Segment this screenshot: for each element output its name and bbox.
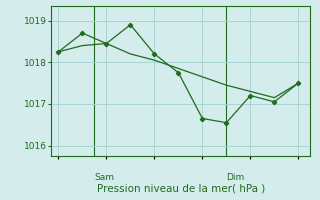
Text: Dim: Dim (227, 173, 245, 182)
X-axis label: Pression niveau de la mer( hPa ): Pression niveau de la mer( hPa ) (97, 183, 265, 193)
Text: Sam: Sam (94, 173, 115, 182)
